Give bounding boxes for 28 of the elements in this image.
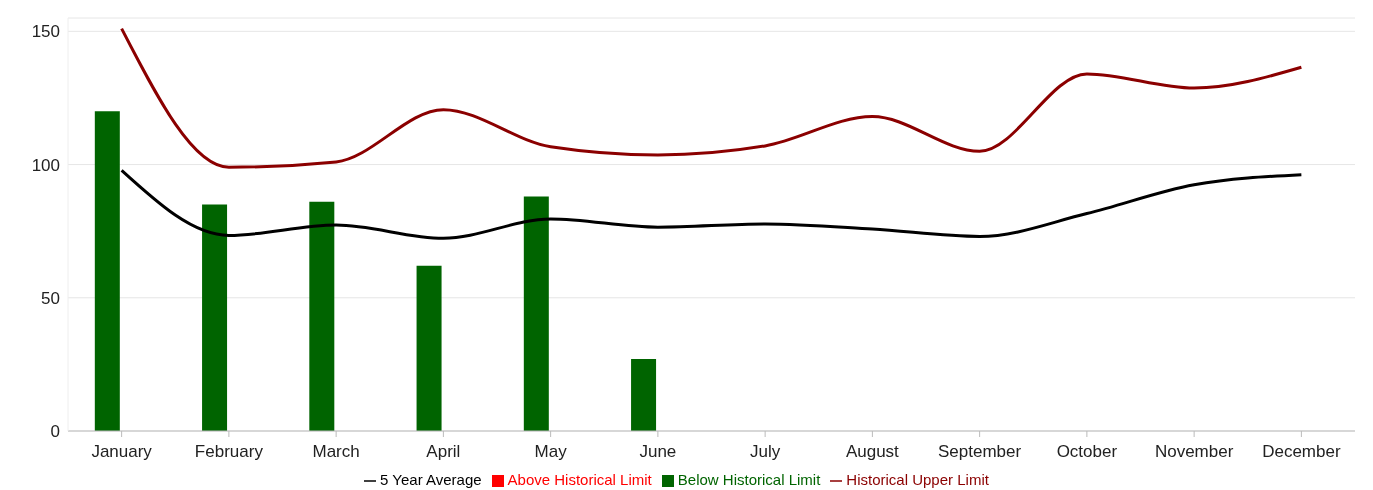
x-tick-label: March	[312, 442, 360, 462]
x-tick-label: July	[750, 442, 781, 462]
x-tick-label: June	[639, 442, 677, 462]
x-tick-label: August	[845, 442, 900, 462]
bar	[202, 204, 228, 431]
legend-label: Above Historical Limit	[507, 471, 652, 488]
bar	[631, 359, 657, 431]
x-tick-label: February	[194, 442, 264, 462]
bar	[94, 111, 120, 431]
bar	[309, 201, 335, 431]
bar	[416, 265, 442, 431]
legend-label: 5 Year Average	[380, 471, 482, 488]
y-tick-label: 0	[50, 422, 60, 442]
x-tick-label: January	[91, 442, 153, 462]
y-tick-label: 50	[41, 288, 60, 308]
x-tick-label: December	[1262, 442, 1341, 462]
legend-label: Historical Upper Limit	[846, 471, 989, 488]
x-tick-label: April	[426, 442, 461, 462]
x-tick-label: September	[938, 442, 1022, 462]
bar	[523, 196, 549, 431]
legend-label: Below Historical Limit	[677, 471, 821, 488]
y-tick-label: 100	[31, 155, 60, 175]
line-series	[120, 168, 1303, 240]
line-series	[120, 27, 1303, 169]
x-tick-label: November	[1154, 442, 1234, 462]
y-tick-label: 150	[31, 22, 60, 42]
x-tick-label: October	[1056, 442, 1118, 462]
x-tick-label: May	[534, 442, 568, 462]
